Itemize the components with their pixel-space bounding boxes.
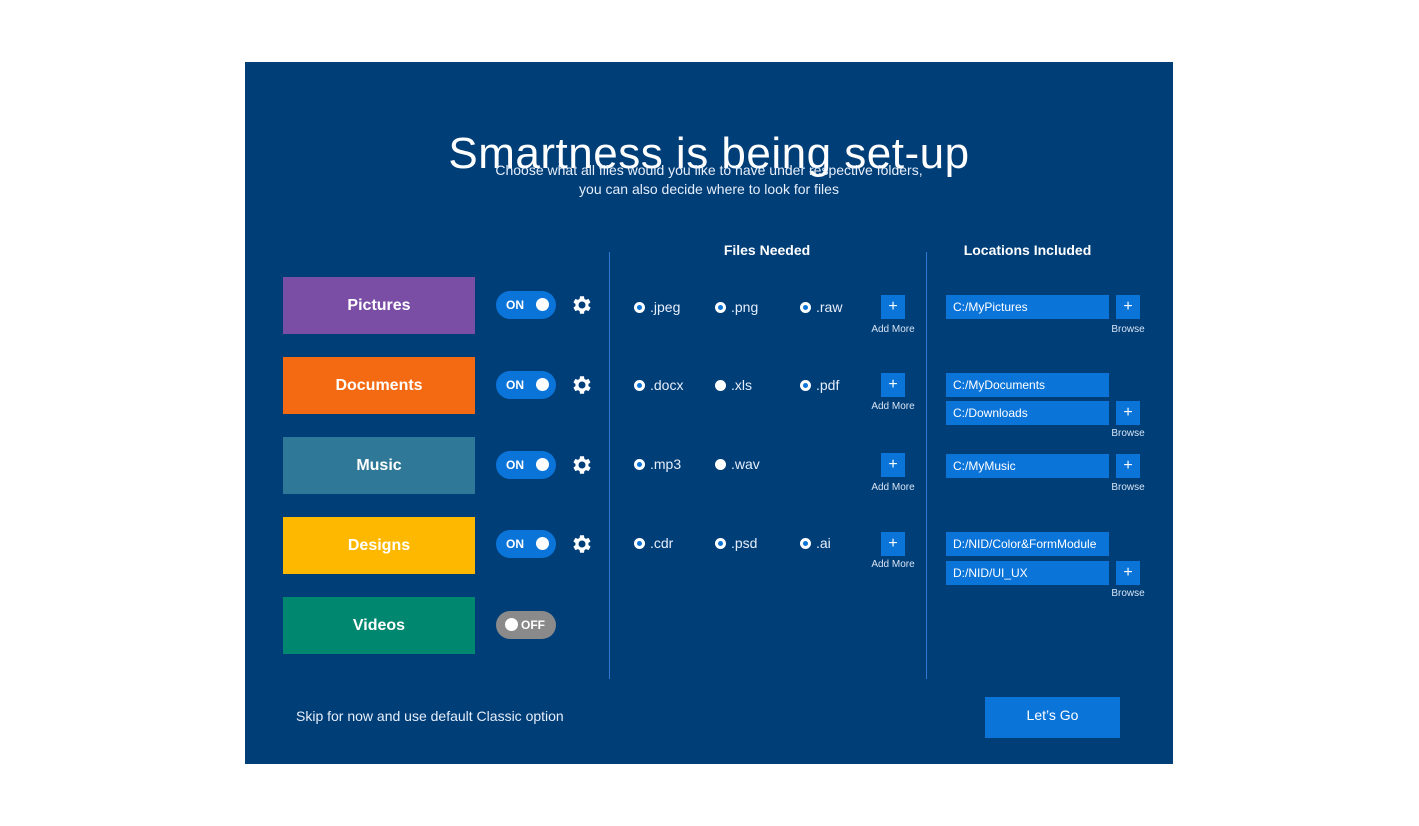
filetype-label: .xls	[731, 377, 752, 393]
browse-pictures-button[interactable]: +	[1116, 295, 1140, 319]
filetype-psd[interactable]: .psd	[715, 533, 757, 553]
filetype-label: .cdr	[650, 535, 674, 551]
radio-selected[interactable]	[715, 301, 726, 313]
radio-selected[interactable]	[634, 379, 645, 391]
toggle-knob	[536, 458, 549, 471]
toggle-documents-label: ON	[506, 378, 524, 392]
add-more-label: Add More	[871, 324, 915, 335]
subtitle-line-2: you can also decide where to look for fi…	[579, 181, 839, 197]
plus-icon: +	[888, 298, 898, 315]
location-field[interactable]: C:/MyDocuments	[946, 373, 1109, 397]
filetype-label: .docx	[650, 377, 684, 393]
toggle-knob	[536, 537, 549, 550]
add-more-designs-button[interactable]: +	[881, 532, 905, 556]
category-videos[interactable]: Videos	[283, 597, 475, 654]
filetype-raw[interactable]: .raw	[800, 297, 842, 317]
browse-label: Browse	[1111, 482, 1145, 493]
plus-icon: +	[1123, 298, 1133, 315]
category-music[interactable]: Music	[283, 437, 475, 494]
toggle-videos[interactable]: OFF	[496, 611, 556, 639]
toggle-designs-label: ON	[506, 537, 524, 551]
filetype-label: .mp3	[650, 456, 682, 472]
filetype-docx[interactable]: .docx	[634, 375, 683, 395]
browse-label: Browse	[1111, 324, 1145, 335]
add-more-label: Add More	[871, 401, 915, 412]
category-designs[interactable]: Designs	[283, 517, 475, 574]
radio-selected[interactable]	[800, 301, 811, 313]
radio-unselected[interactable]	[715, 379, 726, 391]
plus-icon: +	[1123, 457, 1133, 474]
gear-icon[interactable]	[570, 373, 594, 397]
filetype-png[interactable]: .png	[715, 297, 758, 317]
category-documents[interactable]: Documents	[283, 357, 475, 414]
lets-go-button[interactable]: Let’s Go	[985, 697, 1120, 738]
gear-icon[interactable]	[570, 532, 594, 556]
filetype-label: .psd	[731, 535, 758, 551]
divider-left	[609, 252, 610, 679]
browse-label: Browse	[1111, 588, 1145, 599]
location-field[interactable]: C:/MyPictures	[946, 295, 1109, 319]
filetype-pdf[interactable]: .pdf	[800, 375, 839, 395]
radio-selected[interactable]	[800, 379, 811, 391]
add-more-pictures-button[interactable]: +	[881, 295, 905, 319]
plus-icon: +	[1123, 404, 1133, 421]
browse-documents-button[interactable]: +	[1116, 401, 1140, 425]
filetype-jpeg[interactable]: .jpeg	[634, 297, 680, 317]
toggle-knob	[505, 618, 518, 631]
gear-icon[interactable]	[570, 453, 594, 477]
radio-selected[interactable]	[800, 537, 811, 549]
radio-selected[interactable]	[715, 537, 726, 549]
add-more-music-button[interactable]: +	[881, 453, 905, 477]
plus-icon: +	[888, 376, 898, 393]
filetype-label: .jpeg	[650, 299, 681, 315]
toggle-music[interactable]: ON	[496, 451, 556, 479]
add-more-label: Add More	[871, 559, 915, 570]
filetype-label: .raw	[816, 299, 843, 315]
toggle-pictures[interactable]: ON	[496, 291, 556, 319]
toggle-documents[interactable]: ON	[496, 371, 556, 399]
location-field[interactable]: C:/Downloads	[946, 401, 1109, 425]
add-more-documents-button[interactable]: +	[881, 373, 905, 397]
category-pictures[interactable]: Pictures	[283, 277, 475, 334]
radio-selected[interactable]	[634, 301, 645, 313]
filetype-wav[interactable]: .wav	[715, 454, 760, 474]
skip-link[interactable]: Skip for now and use default Classic opt…	[296, 708, 564, 724]
location-field[interactable]: C:/MyMusic	[946, 454, 1109, 478]
radio-selected[interactable]	[634, 458, 645, 470]
plus-icon: +	[888, 535, 898, 552]
radio-unselected[interactable]	[715, 458, 726, 470]
radio-selected[interactable]	[634, 537, 645, 549]
filetype-label: .png	[731, 299, 759, 315]
toggle-music-label: ON	[506, 458, 524, 472]
filetype-label: .pdf	[816, 377, 840, 393]
plus-icon: +	[1123, 564, 1133, 581]
locations-included-heading: Locations Included	[963, 242, 1092, 258]
files-needed-heading: Files Needed	[723, 242, 811, 258]
browse-designs-button[interactable]: +	[1116, 561, 1140, 585]
divider-right	[926, 252, 927, 679]
plus-icon: +	[888, 456, 898, 473]
toggle-knob	[536, 298, 549, 311]
toggle-videos-label: OFF	[521, 618, 545, 632]
toggle-designs[interactable]: ON	[496, 530, 556, 558]
filetype-label: .ai	[816, 535, 831, 551]
filetype-mp3[interactable]: .mp3	[634, 454, 681, 474]
location-field[interactable]: D:/NID/Color&FormModule	[946, 532, 1109, 556]
filetype-ai[interactable]: .ai	[800, 533, 831, 553]
toggle-knob	[536, 378, 549, 391]
page-title: Smartness is being set-up	[448, 129, 970, 178]
setup-panel: Smartness is being set-up Choose what al…	[245, 62, 1173, 764]
location-field[interactable]: D:/NID/UI_UX	[946, 561, 1109, 585]
browse-music-button[interactable]: +	[1116, 454, 1140, 478]
subtitle-line-1: Choose what all files would you like to …	[495, 162, 923, 178]
gear-icon[interactable]	[570, 293, 594, 317]
add-more-label: Add More	[871, 482, 915, 493]
filetype-cdr[interactable]: .cdr	[634, 533, 673, 553]
filetype-xls[interactable]: .xls	[715, 375, 752, 395]
browse-label: Browse	[1111, 428, 1145, 439]
toggle-pictures-label: ON	[506, 298, 524, 312]
filetype-label: .wav	[731, 456, 760, 472]
